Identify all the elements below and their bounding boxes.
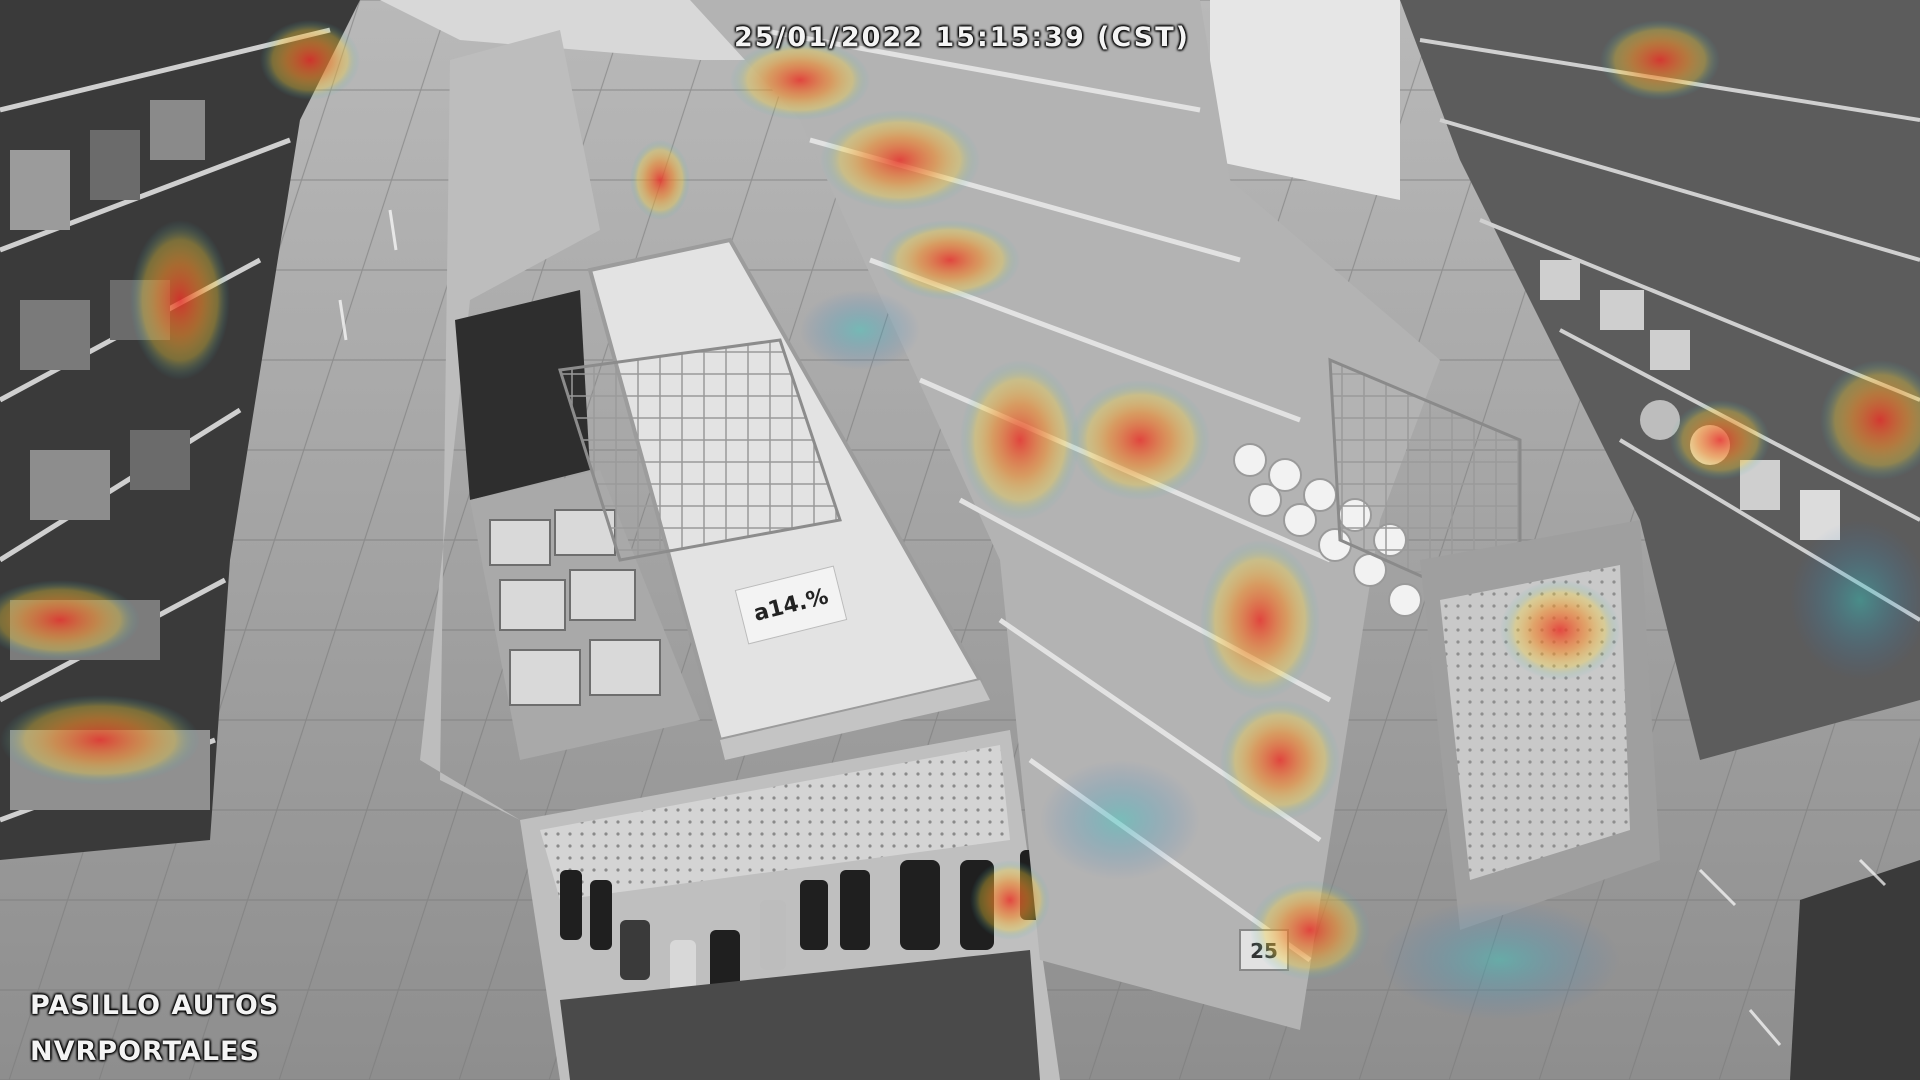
- floor-reflections: [338, 209, 1887, 1046]
- front-endcap-lower-shelf: [560, 950, 1040, 1080]
- recorder-label: NVRPORTALES: [30, 1036, 260, 1067]
- ceiling-column: [1210, 0, 1400, 200]
- wire-basket: [558, 338, 842, 562]
- center-left-gondola: [420, 30, 600, 820]
- bottles-shelf: [455, 290, 590, 500]
- plastic-containers: [489, 509, 661, 706]
- camera-label: PASILLO AUTOS: [30, 990, 280, 1021]
- heatmap-overlay: [0, 20, 1920, 1020]
- bottom-right-shelf: [1790, 860, 1920, 1080]
- camera-timestamp: 25/01/2022 15:15:39 (CST): [734, 22, 1190, 53]
- far-right-shelving: [1400, 0, 1920, 760]
- table-front-rail: [720, 680, 990, 760]
- front-endcap-pegboard: [540, 745, 1010, 900]
- appliance-boxes: [1540, 260, 1840, 540]
